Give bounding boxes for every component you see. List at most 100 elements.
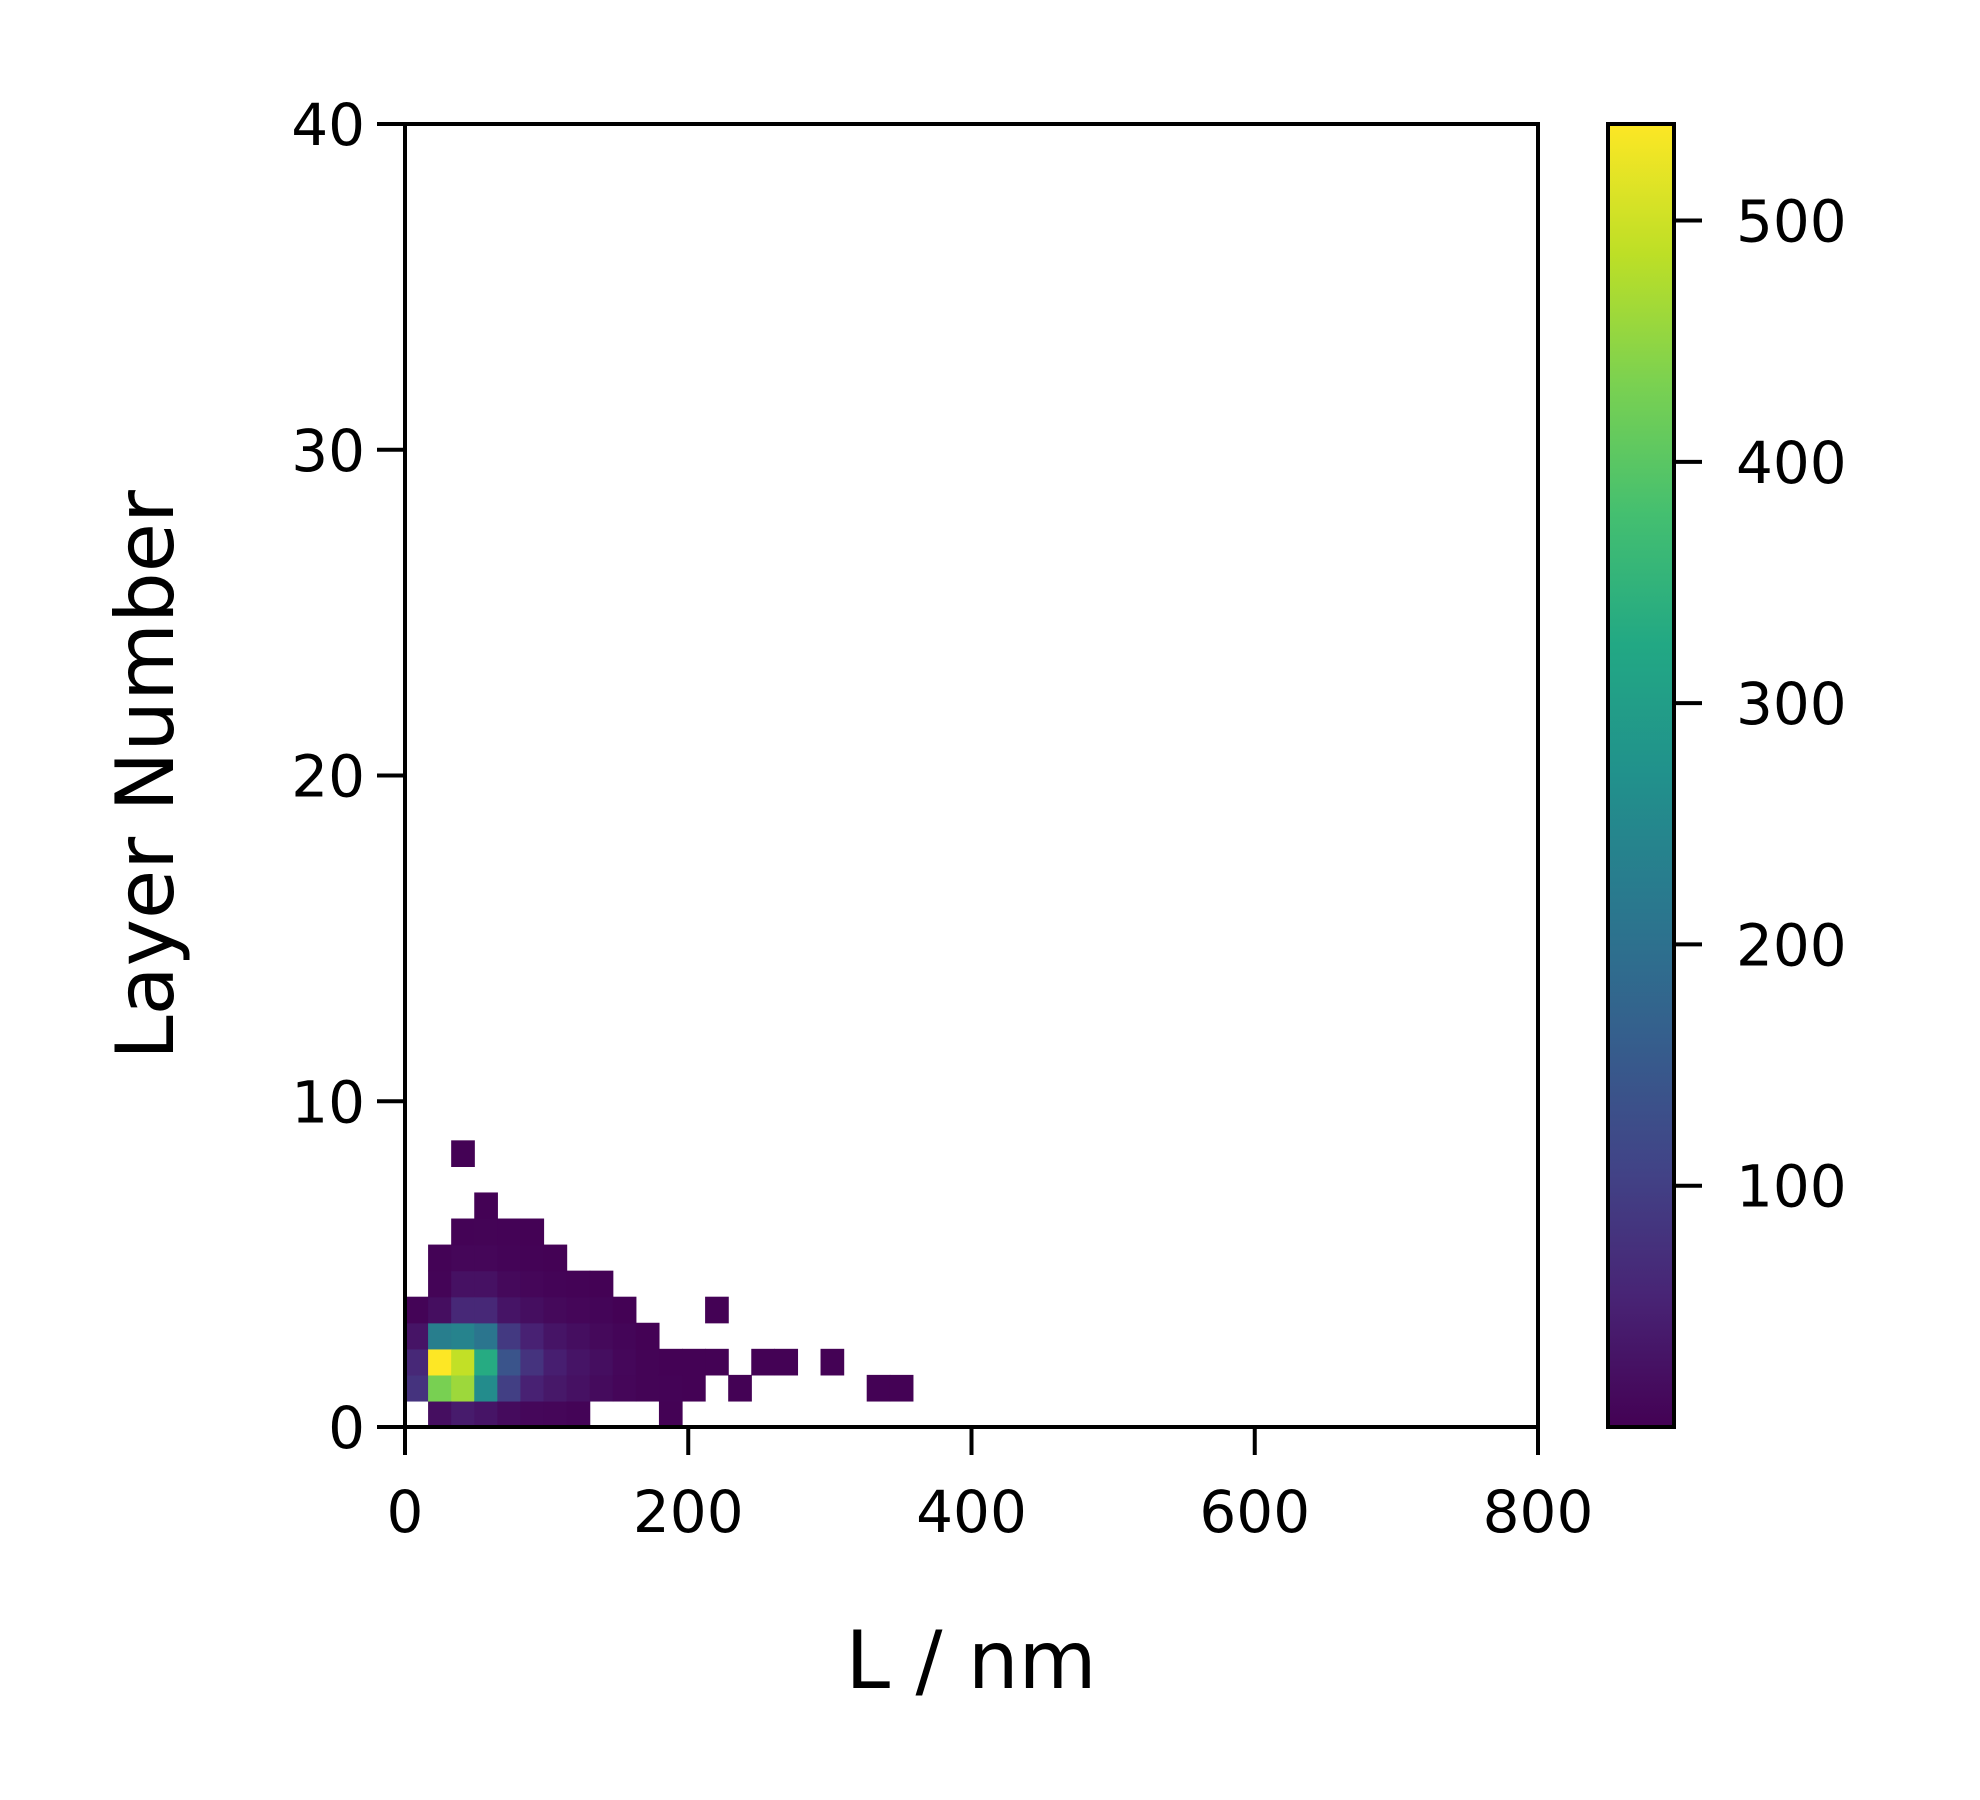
heatmap-bin <box>635 1322 660 1350</box>
x-tick-label: 200 <box>633 1478 744 1546</box>
heatmap-bin <box>635 1374 660 1402</box>
heatmap-bin <box>497 1400 522 1428</box>
heatmap-bin <box>658 1374 683 1402</box>
x-tick-label: 0 <box>387 1478 424 1546</box>
heatmap-bin <box>405 1322 429 1350</box>
heatmap-bin <box>520 1296 545 1324</box>
heatmap-bin <box>774 1348 799 1376</box>
heatmap-bin <box>451 1374 475 1402</box>
heatmap-bin <box>451 1218 475 1246</box>
heatmap-bin <box>497 1374 522 1402</box>
heatmap-bin <box>497 1218 522 1246</box>
colorbar-tick-label: 400 <box>1736 429 1847 497</box>
heatmap-bin <box>658 1348 683 1376</box>
heatmap-bin <box>543 1322 568 1350</box>
heatmap-bin <box>474 1400 498 1428</box>
heatmap-bin <box>820 1348 845 1376</box>
heatmap-bin <box>728 1374 752 1402</box>
heatmap-bin <box>589 1348 614 1376</box>
heatmap-bin <box>751 1348 775 1376</box>
y-axis-ticks: 0 10 20 30 40 <box>291 91 405 1462</box>
heatmap-bin <box>497 1348 522 1376</box>
heatmap-bin <box>428 1296 452 1324</box>
colorbar-tick-label: 300 <box>1736 670 1847 738</box>
heatmap-bin <box>428 1270 452 1298</box>
heatmap-bin <box>497 1270 522 1298</box>
heatmap-bin <box>566 1296 591 1324</box>
heatmap-bin <box>589 1322 614 1350</box>
heatmap-bin <box>497 1322 522 1350</box>
heatmap-bin <box>635 1348 660 1376</box>
y-tick-label: 30 <box>291 417 365 485</box>
heatmap-bin <box>705 1348 729 1376</box>
heatmap-bin <box>474 1296 498 1324</box>
heatmap-bin <box>543 1244 568 1272</box>
heatmap-bin <box>451 1322 475 1350</box>
heatmap-bins <box>405 1140 914 1428</box>
heatmap-bin <box>497 1244 522 1272</box>
heatmap-bin <box>566 1374 591 1402</box>
colorbar <box>1606 122 1676 1429</box>
heatmap-bin <box>520 1322 545 1350</box>
heatmap-bin <box>889 1374 914 1402</box>
heatmap-bin <box>428 1244 452 1272</box>
y-tick-label: 10 <box>291 1068 365 1136</box>
heatmap-bin <box>658 1400 683 1428</box>
heatmap-bin <box>428 1348 452 1376</box>
heatmap-bin <box>451 1244 475 1272</box>
heatmap-bin <box>589 1270 614 1298</box>
heatmap-bin <box>612 1296 637 1324</box>
x-tick-label: 800 <box>1483 1478 1594 1546</box>
x-tick-label: 600 <box>1199 1478 1310 1546</box>
x-axis-ticks: 0 200 400 600 800 <box>387 1427 1594 1546</box>
heatmap-bin <box>612 1348 637 1376</box>
heatmap-bin <box>520 1270 545 1298</box>
heatmap-bin <box>520 1374 545 1402</box>
y-tick-label: 0 <box>328 1394 365 1462</box>
heatmap-bin <box>428 1374 452 1402</box>
heatmap-bin <box>451 1270 475 1298</box>
y-tick-label: 40 <box>291 91 365 159</box>
heatmap-bin <box>589 1296 614 1324</box>
colorbar-tick-label: 200 <box>1736 911 1847 979</box>
plot-frame <box>403 122 1540 1429</box>
heatmap-bin <box>428 1400 452 1428</box>
heatmap-bin <box>474 1192 498 1220</box>
heatmap-bin <box>543 1296 568 1324</box>
heatmap-bin <box>589 1374 614 1402</box>
heatmap-bin <box>474 1374 498 1402</box>
y-tick-label: 20 <box>291 743 365 811</box>
heatmap-bin <box>705 1296 729 1324</box>
heatmap-bin <box>612 1374 637 1402</box>
heatmap-bin <box>451 1140 475 1167</box>
heatmap-bin <box>543 1348 568 1376</box>
heatmap-bin <box>520 1218 545 1246</box>
heatmap-bin <box>451 1296 475 1324</box>
y-axis-title: Layer Number <box>99 490 192 1060</box>
heatmap-bin <box>866 1374 891 1402</box>
heatmap-bin <box>543 1374 568 1402</box>
heatmap-bin <box>474 1270 498 1298</box>
colorbar-tick-label: 100 <box>1736 1153 1847 1221</box>
heatmap-bin <box>566 1270 591 1298</box>
heatmap-bin <box>474 1244 498 1272</box>
heatmap-bin <box>682 1374 706 1402</box>
heatmap-bin <box>474 1348 498 1376</box>
heatmap-bin <box>451 1400 475 1428</box>
heatmap-bin <box>428 1322 452 1350</box>
x-axis-title: L / nm <box>845 1614 1096 1707</box>
heatmap-bin <box>612 1322 637 1350</box>
heatmap-bin <box>474 1218 498 1246</box>
heatmap-bin <box>405 1348 429 1376</box>
heatmap-bin <box>474 1322 498 1350</box>
heatmap-bin <box>543 1270 568 1298</box>
heatmap-bin <box>451 1348 475 1376</box>
heatmap-bin <box>520 1348 545 1376</box>
heatmap-bin <box>497 1296 522 1324</box>
heatmap-bin <box>405 1374 429 1402</box>
heatmap-bin <box>566 1348 591 1376</box>
heatmap-bin <box>520 1400 545 1428</box>
heatmap-bin <box>520 1244 545 1272</box>
heatmap-bin <box>566 1322 591 1350</box>
